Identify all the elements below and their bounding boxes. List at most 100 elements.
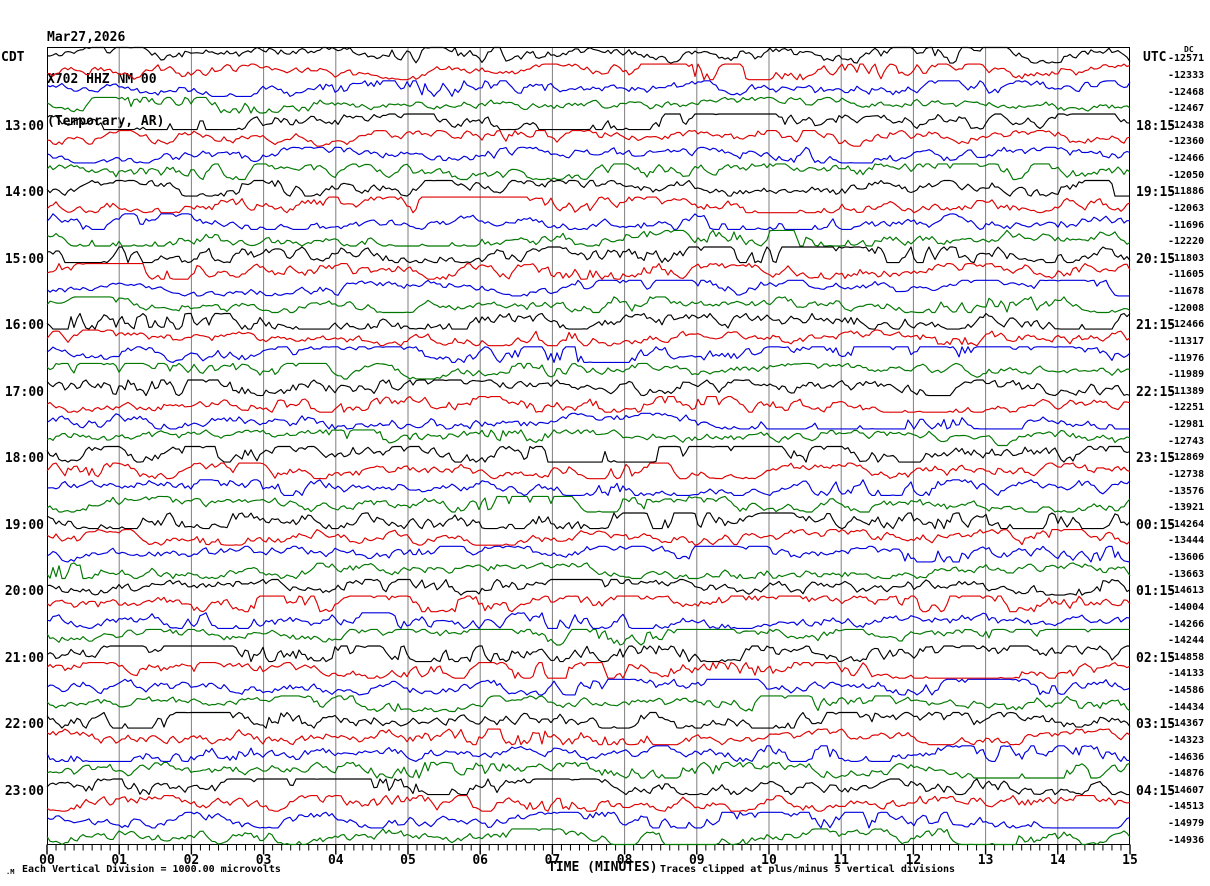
seismic-trace-row <box>46 229 1131 247</box>
dc-offset-value: -13921 <box>1168 502 1205 514</box>
dc-offset-value: -14513 <box>1168 801 1205 813</box>
dc-offset-values: -12571 -12333 -12468 -12467 -12438 -12360 -124… <box>1168 47 1210 845</box>
seismic-trace-row <box>46 379 1131 397</box>
dc-offset-value: -13606 <box>1168 552 1205 564</box>
x-tick-label: 08 <box>616 853 633 868</box>
dc-offset-value: -13576 <box>1168 485 1205 497</box>
cdt-hour-label: 14:00 <box>4 185 44 201</box>
dc-offset-value: -12571 <box>1168 53 1205 65</box>
left-timezone-header: CDT <box>1 50 25 65</box>
seismic-trace-row <box>46 179 1130 197</box>
seismic-trace-row <box>46 429 1131 447</box>
dc-offset-value: -14876 <box>1168 768 1205 780</box>
seismic-trace-row <box>46 612 1131 629</box>
dc-offset-value: -11389 <box>1168 385 1205 397</box>
dc-offset-value: -11317 <box>1168 335 1205 347</box>
corner-mark: .M <box>6 868 15 876</box>
seismic-trace-row <box>46 462 1131 480</box>
dc-offset-value: -14936 <box>1168 834 1205 846</box>
seismic-trace-row <box>46 761 1131 779</box>
seismic-trace-row <box>46 113 1131 131</box>
x-tick-label: 12 <box>905 853 922 868</box>
seismic-trace-row <box>46 495 1131 513</box>
dc-offset-value: -12438 <box>1168 119 1205 131</box>
seismic-trace-row <box>46 279 1130 297</box>
seismic-trace-row <box>46 728 1131 746</box>
dc-offset-value: -12360 <box>1168 136 1205 148</box>
seismic-trace-row <box>46 213 1130 230</box>
seismic-trace-row <box>46 479 1131 496</box>
dc-offset-value: -12333 <box>1168 69 1205 81</box>
seismic-trace-row <box>46 645 1130 663</box>
seismic-trace-row <box>46 396 1131 413</box>
seismic-trace-row <box>46 811 1131 829</box>
x-axis-tick-labels: 00 01 02 03 04 05 06 07 08 09 10 11 12 13 14 15 <box>0 853 1210 869</box>
seismic-trace-row <box>46 595 1131 613</box>
x-tick-label: 10 <box>761 853 777 868</box>
seismic-trace-row <box>46 445 1131 463</box>
utc-hour-label: 20:15 <box>1136 251 1176 267</box>
dc-offset-value: -13663 <box>1168 568 1205 580</box>
dc-offset-value: -14323 <box>1168 734 1205 746</box>
dc-offset-value: -12063 <box>1168 202 1205 214</box>
seismic-trace-row <box>46 96 1131 114</box>
dc-offset-value: -12467 <box>1168 103 1205 115</box>
dc-offset-value: -11976 <box>1168 352 1205 364</box>
dc-offset-value: -12981 <box>1168 419 1205 431</box>
dc-offset-value: -14607 <box>1168 784 1205 796</box>
x-axis-title: TIME (MINUTES) <box>548 860 658 875</box>
dc-offset-value: -14367 <box>1168 718 1205 730</box>
dc-offset-value: -12738 <box>1168 468 1205 480</box>
cdt-hour-label: 20:00 <box>4 584 44 600</box>
seismic-trace-row <box>46 362 1131 380</box>
dc-offset-value: -14133 <box>1168 668 1205 680</box>
dc-offset-value: -11678 <box>1168 286 1205 298</box>
dc-offset-value: -12869 <box>1168 452 1205 464</box>
x-tick-label: 01 <box>111 853 128 868</box>
utc-hour-label: 01:15 <box>1136 584 1176 600</box>
dc-offset-value: -11605 <box>1168 269 1205 281</box>
seismic-trace-row <box>46 412 1130 430</box>
dc-offset-value: -12050 <box>1168 169 1205 181</box>
dc-offset-value: -12251 <box>1168 402 1205 414</box>
right-timezone-header: UTC <box>1143 50 1167 65</box>
seismic-trace-row <box>46 745 1131 762</box>
seismic-trace-row <box>46 695 1131 713</box>
cdt-hour-label: 17:00 <box>4 384 44 400</box>
utc-hour-labels: 18:15 19:15 20:15 21:15 22:15 23:15 00:15 01:15… <box>1136 47 1176 845</box>
seismic-trace-row <box>46 529 1131 546</box>
x-tick-label: 13 <box>977 853 994 868</box>
x-tick-label: 11 <box>833 853 850 868</box>
dc-offset-value: -12466 <box>1168 319 1205 331</box>
title-date: Mar27,2026 <box>47 30 126 45</box>
seismic-trace-row <box>46 562 1131 580</box>
clipping-footnote: Traces clipped at plus/minus 5 vertical … <box>660 864 956 875</box>
seismic-trace-row <box>46 329 1131 347</box>
seismic-trace-row <box>46 795 1131 812</box>
seismic-trace-row <box>46 246 1131 264</box>
helicorder-plot-area <box>46 46 1131 855</box>
utc-hour-label: 23:15 <box>1136 451 1176 467</box>
cdt-hour-label: 18:00 <box>4 451 44 467</box>
dc-offset-value: -12468 <box>1168 86 1205 98</box>
seismic-trace-row <box>46 628 1130 646</box>
x-tick-label: 15 <box>1122 853 1138 868</box>
seismic-trace-row <box>47 63 1131 81</box>
utc-hour-label: 18:15 <box>1136 118 1176 134</box>
dc-offset-value: -12220 <box>1168 236 1205 248</box>
dc-offset-header: DC <box>1184 45 1194 54</box>
dc-offset-value: -11989 <box>1168 369 1205 381</box>
seismic-trace-row <box>46 46 1131 64</box>
seismic-trace-row <box>46 80 1131 97</box>
dc-offset-value: -14434 <box>1168 701 1205 713</box>
title-block: Mar27,2026 X702 HHZ NM 00 (Temporary, AR… <box>47 3 164 143</box>
cdt-hour-label: 21:00 <box>4 650 44 666</box>
x-tick-label: 02 <box>183 853 200 868</box>
cdt-hour-label: 19:00 <box>4 517 44 533</box>
utc-hour-label: 21:15 <box>1136 318 1176 334</box>
dc-offset-value: -12466 <box>1168 153 1205 165</box>
utc-hour-label: 19:15 <box>1136 185 1176 201</box>
seismic-trace-row <box>46 662 1131 679</box>
x-tick-label: 00 <box>39 853 55 868</box>
